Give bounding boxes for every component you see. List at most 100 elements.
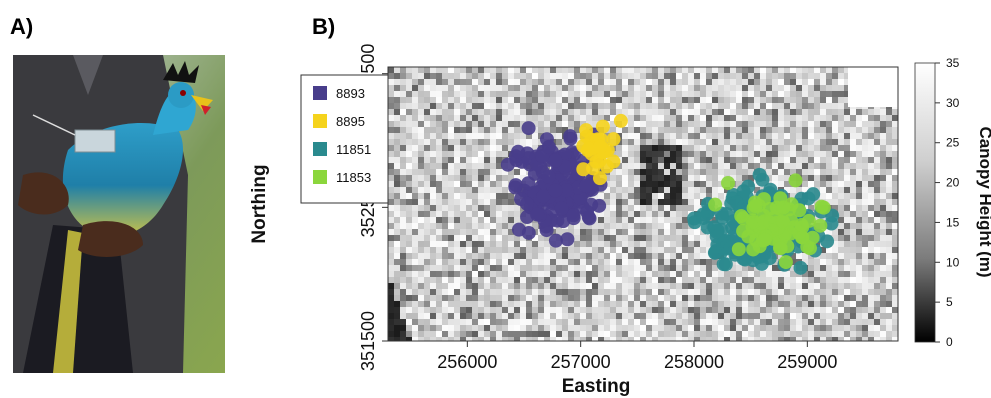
raster-cell (508, 301, 514, 307)
raster-cell (598, 271, 604, 277)
raster-cell (742, 289, 748, 295)
raster-cell (394, 121, 400, 127)
raster-cell (892, 319, 898, 325)
raster-cell (700, 79, 706, 85)
raster-cell (802, 301, 808, 307)
raster-cell (514, 115, 520, 121)
raster-cell (400, 235, 406, 241)
raster-cell (730, 109, 736, 115)
raster-cell (472, 199, 478, 205)
raster-cell (586, 319, 592, 325)
raster-cell (502, 115, 508, 121)
raster-cell (880, 145, 886, 151)
raster-cell (472, 67, 478, 73)
raster-cell (442, 181, 448, 187)
raster-cell (802, 151, 808, 157)
raster-cell (892, 133, 898, 139)
raster-cell (610, 67, 616, 73)
raster-cell (700, 265, 706, 271)
raster-cell (826, 91, 832, 97)
raster-cell (730, 301, 736, 307)
raster-cell (838, 205, 844, 211)
raster-cell (460, 211, 466, 217)
raster-cell (604, 73, 610, 79)
raster-cell (490, 133, 496, 139)
raster-cell (478, 241, 484, 247)
raster-cell (880, 259, 886, 265)
raster-cell (412, 157, 418, 163)
raster-cell (880, 169, 886, 175)
raster-cell (658, 115, 664, 121)
raster-cell (832, 313, 838, 319)
raster-cell (622, 271, 628, 277)
raster-cell (886, 127, 892, 133)
raster-cell (574, 109, 580, 115)
raster-cell (742, 337, 748, 341)
raster-cell (760, 307, 766, 313)
raster-cell (424, 145, 430, 151)
raster-cell (604, 271, 610, 277)
raster-cell (514, 313, 520, 319)
raster-cell (880, 331, 886, 337)
raster-cell (478, 67, 484, 73)
raster-cell (400, 85, 406, 91)
raster-cell (508, 175, 514, 181)
raster-cell (868, 331, 874, 337)
raster-cell (784, 79, 790, 85)
raster-cell (490, 169, 496, 175)
raster-cell (616, 289, 622, 295)
raster-cell (532, 313, 538, 319)
raster-cell (736, 133, 742, 139)
raster-cell (466, 151, 472, 157)
raster-cell (442, 277, 448, 283)
point-11853 (734, 209, 749, 224)
raster-cell (742, 169, 748, 175)
raster-cell (400, 325, 406, 331)
raster-cell (886, 319, 892, 325)
raster-cell (508, 139, 514, 145)
raster-cell (466, 145, 472, 151)
raster-cell (832, 277, 838, 283)
raster-cell (406, 259, 412, 265)
raster-cell (592, 241, 598, 247)
raster-cell (706, 235, 712, 241)
raster-cell (790, 295, 796, 301)
raster-cell (508, 199, 514, 205)
raster-cell (778, 151, 784, 157)
raster-cell (436, 217, 442, 223)
raster-cell (880, 301, 886, 307)
raster-cell (892, 121, 898, 127)
raster-cell (436, 319, 442, 325)
raster-cell (430, 223, 436, 229)
raster-cell (580, 115, 586, 121)
raster-cell (712, 325, 718, 331)
raster-cell (808, 289, 814, 295)
raster-cell (442, 295, 448, 301)
raster-cell (784, 115, 790, 121)
raster-cell (820, 139, 826, 145)
raster-cell (730, 79, 736, 85)
raster-cell (490, 157, 496, 163)
raster-cell (526, 253, 532, 259)
raster-cell (838, 301, 844, 307)
raster-cell (574, 265, 580, 271)
raster-cell (412, 127, 418, 133)
raster-cell (508, 325, 514, 331)
raster-cell (526, 307, 532, 313)
raster-cell (868, 223, 874, 229)
raster-cell (616, 217, 622, 223)
raster-cell (472, 307, 478, 313)
raster-cell (790, 325, 796, 331)
raster-cell (442, 217, 448, 223)
raster-cell (508, 229, 514, 235)
raster-cell (442, 319, 448, 325)
raster-cell (724, 325, 730, 331)
raster-cell (688, 91, 694, 97)
raster-cell (664, 319, 670, 325)
raster-cell (820, 145, 826, 151)
raster-cell (610, 97, 616, 103)
raster-cell (460, 169, 466, 175)
raster-cell (712, 157, 718, 163)
raster-cell (844, 85, 850, 91)
raster-cell (466, 235, 472, 241)
